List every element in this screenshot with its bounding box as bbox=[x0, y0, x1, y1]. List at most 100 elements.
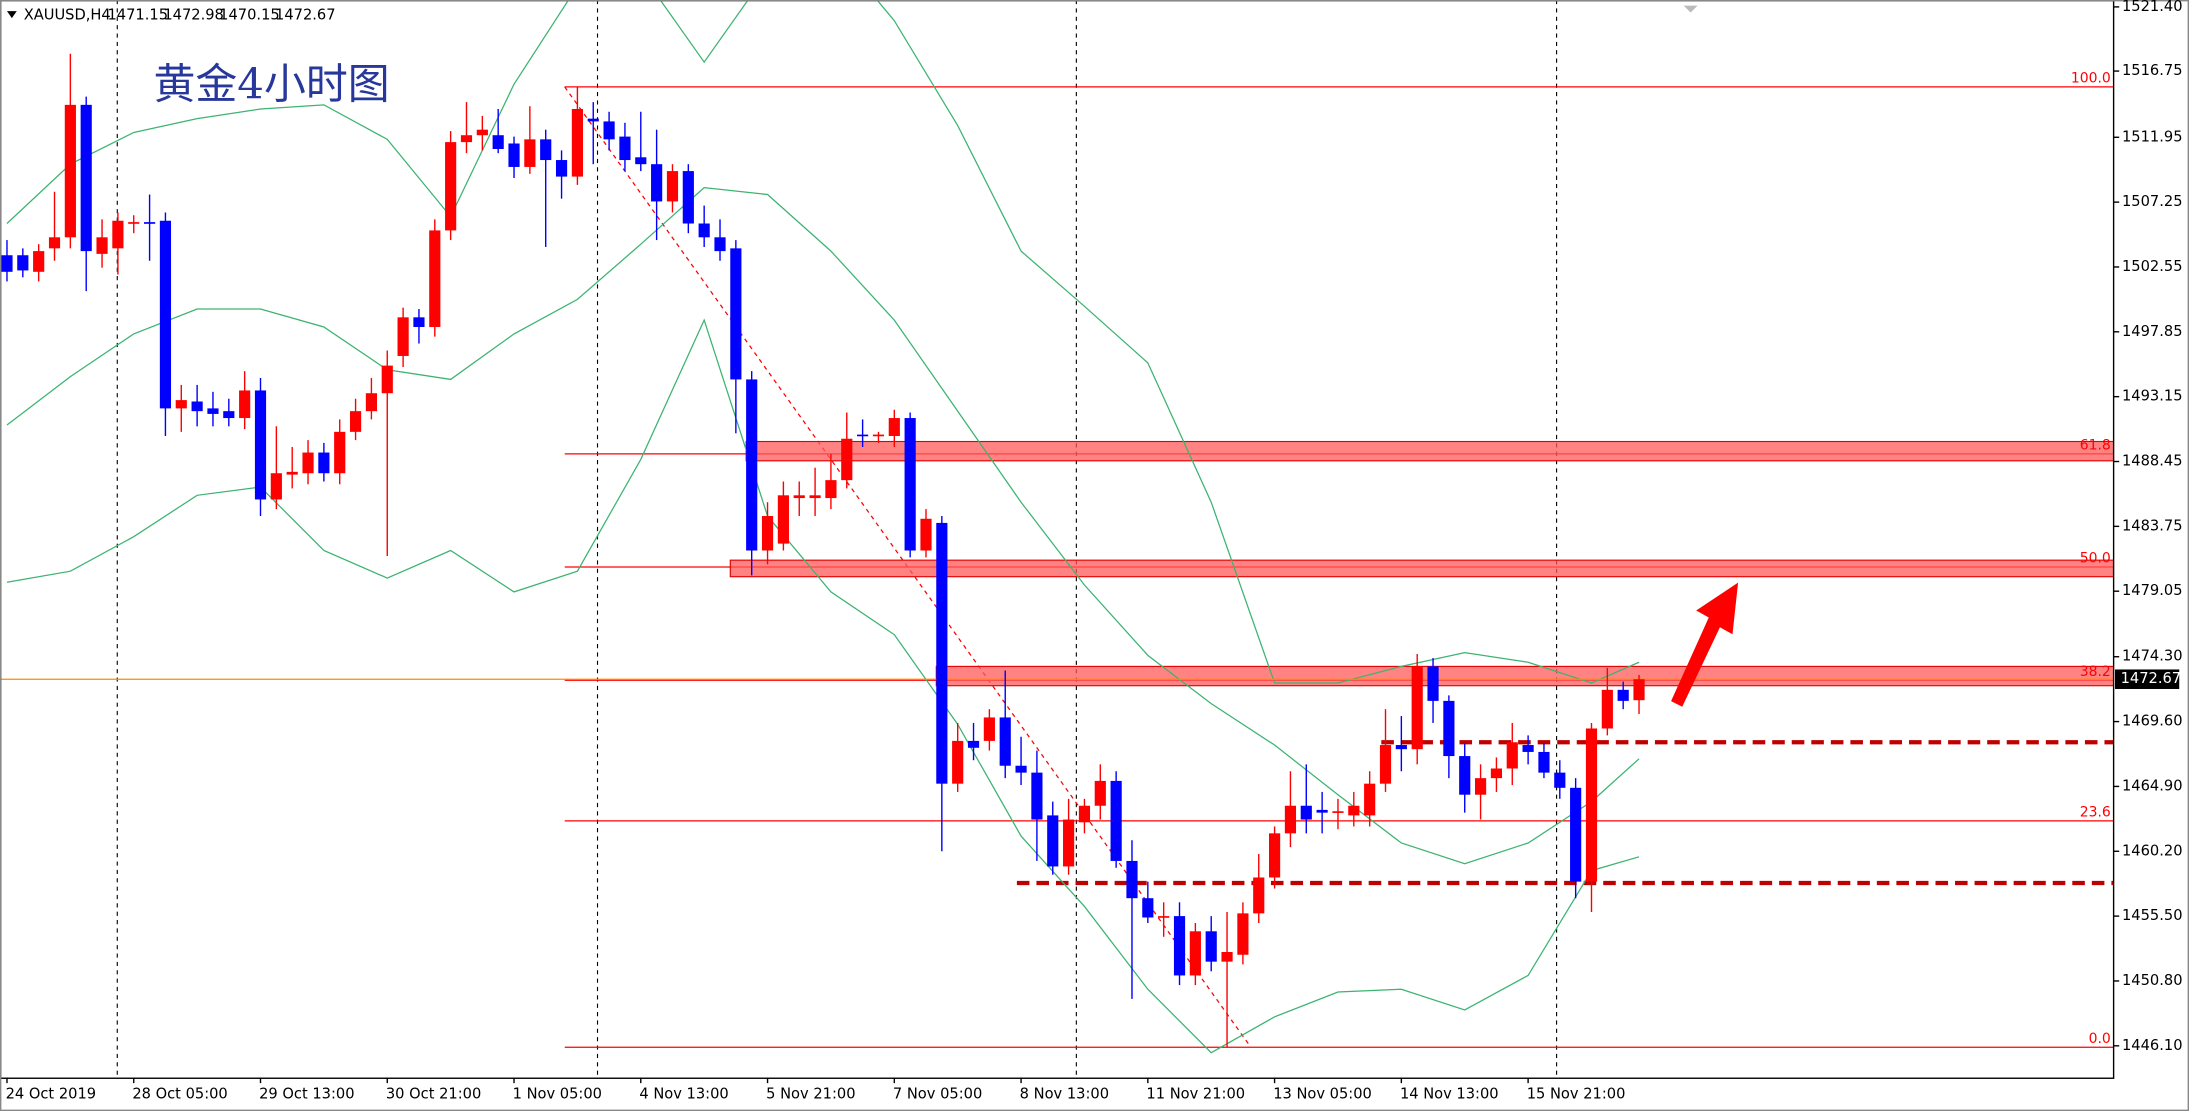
candle-body bbox=[48, 237, 61, 249]
candle-body bbox=[1237, 913, 1249, 955]
candle-body bbox=[207, 408, 219, 414]
candle-body bbox=[777, 495, 789, 544]
y-tick-label: 1479.05 bbox=[2122, 582, 2183, 599]
candle-body bbox=[33, 251, 45, 272]
candle-body bbox=[1538, 751, 1550, 773]
y-tick-label: 1511.95 bbox=[2122, 128, 2183, 145]
x-tick-label: 1 Nov 05:00 bbox=[513, 1085, 602, 1102]
x-tick-label: 28 Oct 05:00 bbox=[132, 1085, 227, 1102]
candle-body bbox=[128, 222, 140, 224]
candle-body bbox=[397, 317, 409, 356]
candle-body bbox=[1364, 783, 1376, 816]
candle-body bbox=[698, 223, 710, 238]
candle-body bbox=[1506, 742, 1518, 769]
x-tick-label: 11 Nov 21:00 bbox=[1146, 1085, 1245, 1102]
candle-body bbox=[1316, 809, 1328, 813]
fib-label: 0.0 bbox=[2089, 1031, 2111, 1047]
y-tick-label: 1455.50 bbox=[2122, 907, 2183, 924]
candle-body bbox=[191, 401, 203, 412]
candle-body bbox=[318, 452, 330, 474]
candle-body bbox=[1031, 772, 1043, 820]
candle-body bbox=[1094, 780, 1106, 806]
candle-body bbox=[1459, 756, 1471, 795]
candle-body bbox=[1348, 805, 1360, 816]
plot-area bbox=[0, 0, 2114, 1054]
candle-body bbox=[967, 740, 980, 748]
y-tick-label: 1469.60 bbox=[2122, 713, 2183, 730]
y-tick-label: 1460.20 bbox=[2122, 842, 2183, 859]
candle-body bbox=[1253, 877, 1265, 914]
candle-body bbox=[476, 129, 488, 136]
annotation: 黄金4小时图 bbox=[154, 59, 390, 108]
candle-body bbox=[1570, 787, 1582, 882]
candle-body bbox=[1284, 805, 1297, 834]
candle-body bbox=[983, 717, 995, 741]
candle-body bbox=[1142, 898, 1154, 918]
candle-body bbox=[1474, 778, 1487, 795]
candle-body bbox=[159, 220, 172, 409]
scroll-marker bbox=[1683, 5, 1698, 13]
candle-body bbox=[999, 717, 1011, 766]
candle-body bbox=[540, 139, 552, 161]
candle-body bbox=[223, 411, 235, 419]
y-tick-label: 1497.85 bbox=[2122, 323, 2183, 340]
candle-body bbox=[635, 157, 647, 165]
fib-label: 100.0 bbox=[2071, 71, 2111, 87]
candle-body bbox=[1554, 772, 1566, 788]
candle-body bbox=[96, 237, 108, 254]
candle-body bbox=[857, 434, 869, 437]
candle-body bbox=[1585, 728, 1598, 882]
bollinger-upper bbox=[6, 0, 1640, 684]
x-tick-label: 29 Oct 13:00 bbox=[259, 1085, 354, 1102]
candle-body bbox=[809, 495, 821, 499]
candle-body bbox=[112, 220, 124, 249]
candle-body bbox=[1078, 805, 1091, 823]
zone bbox=[935, 665, 2114, 687]
y-tick-label: 1502.55 bbox=[2122, 258, 2183, 275]
candle-body bbox=[1126, 860, 1138, 899]
candle-body bbox=[381, 365, 393, 394]
candle-body bbox=[603, 121, 615, 140]
candle-body bbox=[365, 393, 378, 412]
menu-triangle bbox=[6, 11, 17, 19]
x-tick-label: 4 Nov 13:00 bbox=[639, 1085, 728, 1102]
candle-body bbox=[1015, 765, 1027, 773]
x-tick-label: 15 Nov 21:00 bbox=[1527, 1085, 1626, 1102]
arrow bbox=[1671, 582, 1739, 707]
candle-body bbox=[651, 164, 663, 202]
candle-body bbox=[1379, 745, 1392, 784]
candle-body bbox=[492, 135, 504, 150]
x-tick-label: 14 Nov 13:00 bbox=[1400, 1085, 1499, 1102]
candle-body bbox=[888, 418, 900, 436]
y-tick-label: 1507.25 bbox=[2122, 193, 2183, 210]
candle-body bbox=[1173, 916, 1186, 976]
candle-body bbox=[1110, 780, 1122, 861]
candle-body bbox=[825, 480, 837, 499]
header-high: 1472.98 bbox=[163, 6, 224, 23]
candle-body bbox=[270, 473, 282, 500]
candle-body bbox=[1443, 700, 1455, 757]
candle-body bbox=[587, 118, 599, 122]
candle-body bbox=[952, 740, 964, 784]
candle-body bbox=[1332, 811, 1344, 813]
x-tick-label: 8 Nov 13:00 bbox=[1020, 1085, 1109, 1102]
candle-body bbox=[508, 143, 520, 167]
candle-body bbox=[1395, 745, 1407, 750]
candle-body bbox=[64, 104, 76, 238]
zone bbox=[729, 559, 2114, 578]
fib-label: 23.6 bbox=[2080, 805, 2111, 821]
candle-body bbox=[80, 104, 92, 252]
candle-body bbox=[1269, 833, 1281, 878]
header-low: 1470.15 bbox=[219, 6, 280, 23]
candle-body bbox=[730, 248, 742, 380]
candle-body bbox=[429, 230, 441, 327]
y-tick-label: 1516.75 bbox=[2122, 62, 2183, 79]
candle-body bbox=[793, 495, 805, 499]
candle-body bbox=[1601, 689, 1613, 729]
candle-body bbox=[1221, 951, 1233, 962]
bollinger-middle bbox=[6, 186, 1640, 865]
candle-body bbox=[302, 452, 314, 474]
candle-body bbox=[666, 171, 679, 202]
